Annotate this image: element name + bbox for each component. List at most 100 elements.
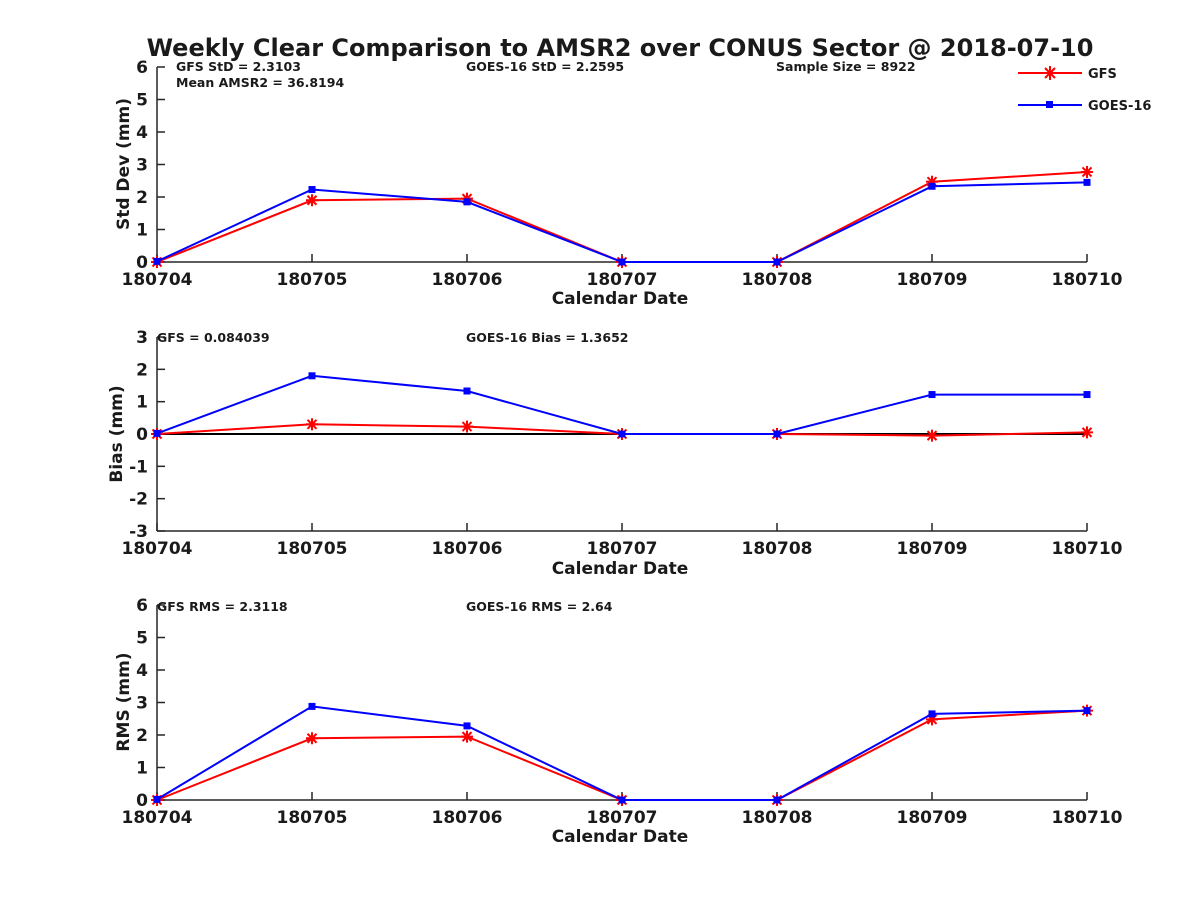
rms-goes-annotation: GOES-16 RMS = 2.64 [466, 599, 613, 614]
legend-gfs-label: GFS [1088, 67, 1117, 82]
std-dev-y-tick-label: 4 [136, 123, 148, 143]
bias-y-tick-label: -1 [129, 457, 148, 477]
bias-x-tick-label: 180705 [277, 539, 348, 559]
rms-goes-16-point [773, 796, 781, 804]
bias-goes-16-point [463, 387, 471, 395]
rms-goes-16-point [463, 722, 471, 730]
std-dev-goes-16-point [928, 182, 936, 190]
std-dev-plot-area: 0 1 2 3 4 5 6 180704 180705 180706 180707 180708 180… [122, 58, 1123, 290]
rms-x-tick-label: 180710 [1052, 808, 1123, 828]
std-dev-y-tick-label: 6 [136, 58, 148, 78]
std-dev-x-tick-label: 180709 [897, 270, 968, 290]
sample-size-annotation: Sample Size = 8922 [776, 59, 916, 74]
bias-y-tick-label: 1 [136, 393, 148, 413]
std-dev-gfs-annotation: GFS StD = 2.3103 [176, 59, 301, 74]
panel-std-dev: 0 1 2 3 4 5 6 180704 180705 180706 180707 180708 180… [114, 58, 1123, 309]
bias-x-tick-label: 180710 [1052, 539, 1123, 559]
bias-gfs-point [461, 420, 473, 433]
bias-y-tick-label: -3 [129, 522, 148, 542]
std-dev-goes-16-point [463, 198, 471, 206]
bias-x-tick-label: 180706 [432, 539, 503, 559]
std-dev-y-tick-label: 1 [136, 221, 148, 241]
rms-y-tick-label: 4 [136, 661, 148, 681]
rms-y-tick-label: 1 [136, 759, 148, 779]
legend-goes-label: GOES-16 [1088, 99, 1151, 114]
bias-goes-16-point [928, 391, 936, 399]
rms-x-tick-label: 180705 [277, 808, 348, 828]
rms-goes-16-point [618, 796, 626, 804]
rms-gfs-point [306, 732, 318, 745]
std-dev-x-tick-label: 180708 [742, 270, 813, 290]
bias-gfs-point [926, 429, 938, 442]
rms-series-gfs-line [156, 709, 1088, 801]
rms-gfs-annotation: GFS RMS = 2.3118 [157, 599, 288, 614]
rms-goes-16-point [153, 795, 161, 803]
std-dev-mean-annotation: Mean AMSR2 = 36.8194 [176, 75, 344, 90]
legend-gfs-marker [1043, 66, 1057, 80]
std-dev-y-tick-label: 5 [136, 91, 148, 111]
bias-x-tick-label: 180704 [122, 539, 193, 559]
bias-y-tick-label: 2 [136, 360, 148, 380]
bias-goes-annotation: GOES-16 Bias = 1.3652 [466, 330, 628, 345]
rms-gfs-point [461, 730, 473, 743]
rms-x-tick-label: 180706 [432, 808, 503, 828]
bias-goes-16-point [308, 372, 316, 380]
std-dev-goes-annotation: GOES-16 StD = 2.2595 [466, 59, 624, 74]
std-dev-x-axis-label: Calendar Date [552, 289, 689, 309]
bias-y-tick-label: -2 [129, 490, 148, 510]
bias-gfs-annotation: GFS = 0.084039 [157, 330, 270, 345]
bias-gfs-point [1081, 426, 1093, 439]
rms-y-tick-label: 3 [136, 694, 148, 714]
rms-x-tick-label: 180708 [742, 808, 813, 828]
rms-plot-area: 0 1 2 3 4 5 6 180704 180705 180706 180707 180708 180… [122, 596, 1123, 828]
rms-x-tick-label: 180707 [587, 808, 658, 828]
rms-goes-16-point [1083, 707, 1091, 715]
bias-x-axis-label: Calendar Date [552, 559, 689, 579]
panel-rms: 0 1 2 3 4 5 6 180704 180705 180706 180707 180708 180… [114, 596, 1123, 847]
legend-goes-marker [1046, 101, 1053, 108]
std-dev-goes-16-point [153, 257, 161, 265]
std-dev-gfs-point [1081, 165, 1093, 178]
std-dev-y-tick-label: 3 [136, 156, 148, 176]
std-dev-x-tick-label: 180706 [432, 270, 503, 290]
std-dev-goes-16-point [1083, 178, 1091, 186]
std-dev-x-tick-label: 180710 [1052, 270, 1123, 290]
bias-goes-16-point [1083, 391, 1091, 399]
panel-bias: -3 -2 -1 0 1 2 3 180704 180705 180706 180707 180708… [107, 328, 1123, 579]
std-dev-x-tick-label: 180704 [122, 270, 193, 290]
rms-x-tick-label: 180709 [897, 808, 968, 828]
bias-x-tick-label: 180709 [897, 539, 968, 559]
rms-goes-16-point [928, 710, 936, 718]
bias-goes-16-point [153, 429, 161, 437]
std-dev-x-tick-label: 180707 [587, 270, 658, 290]
rms-y-tick-label: 5 [136, 629, 148, 649]
bias-goes-16-point [773, 430, 781, 438]
bias-x-tick-label: 180708 [742, 539, 813, 559]
bias-y-axis-label: Bias (mm) [107, 385, 127, 482]
rms-y-axis-label: RMS (mm) [114, 652, 134, 751]
std-dev-x-tick-label: 180705 [277, 270, 348, 290]
std-dev-gfs-point [306, 194, 318, 207]
bias-x-tick-label: 180707 [587, 539, 658, 559]
rms-y-tick-label: 6 [136, 596, 148, 616]
bias-goes-16-point [618, 430, 626, 438]
std-dev-goes-16-point [308, 186, 316, 194]
std-dev-series-goes-16-line [156, 181, 1088, 263]
rms-x-axis-label: Calendar Date [552, 827, 689, 847]
bias-plot-area: -3 -2 -1 0 1 2 3 180704 180705 180706 180707 180708… [122, 328, 1123, 559]
bias-gfs-point [306, 418, 318, 431]
bias-y-tick-label: 0 [136, 425, 148, 445]
legend: GFS GOES-16 [1018, 66, 1151, 114]
rms-y-tick-label: 2 [136, 726, 148, 746]
rms-series-goes-16-line [156, 705, 1088, 801]
figure-title: Weekly Clear Comparison to AMSR2 over CO… [147, 34, 1094, 62]
rms-x-tick-label: 180704 [122, 808, 193, 828]
std-dev-goes-16-point [773, 258, 781, 266]
std-dev-goes-16-point [618, 258, 626, 266]
std-dev-y-tick-label: 2 [136, 188, 148, 208]
std-dev-y-axis-label: Std Dev (mm) [114, 98, 134, 230]
bias-y-tick-label: 3 [136, 328, 148, 348]
rms-y-tick-label: 0 [136, 791, 148, 811]
rms-goes-16-point [308, 702, 316, 710]
